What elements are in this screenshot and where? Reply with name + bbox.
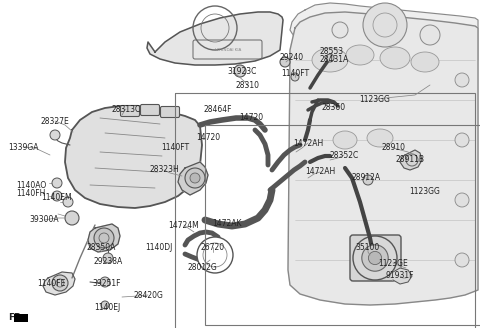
Text: 1140FE: 1140FE xyxy=(37,279,65,289)
Circle shape xyxy=(280,57,290,67)
Text: FR.: FR. xyxy=(8,313,24,321)
Text: 1123GG: 1123GG xyxy=(409,188,441,196)
Polygon shape xyxy=(178,162,208,195)
Circle shape xyxy=(455,253,469,267)
Text: 1140FT: 1140FT xyxy=(161,144,189,153)
Text: 14724M: 14724M xyxy=(168,220,199,230)
Text: 28910: 28910 xyxy=(381,144,405,153)
Text: 1123GG: 1123GG xyxy=(360,94,390,104)
Polygon shape xyxy=(290,3,478,78)
Text: 39300A: 39300A xyxy=(29,215,59,224)
Text: 28420G: 28420G xyxy=(133,291,163,299)
Text: 28310: 28310 xyxy=(236,81,260,91)
Circle shape xyxy=(100,277,110,287)
Text: 28323H: 28323H xyxy=(149,166,179,174)
Circle shape xyxy=(291,73,299,81)
Text: 1339GA: 1339GA xyxy=(8,142,38,152)
Text: 35100: 35100 xyxy=(356,243,380,253)
Text: 1140AO: 1140AO xyxy=(16,180,46,190)
Text: 14720: 14720 xyxy=(196,133,220,141)
Text: 31923C: 31923C xyxy=(228,67,257,75)
Circle shape xyxy=(369,251,382,265)
Text: 28012G: 28012G xyxy=(187,263,217,273)
Bar xyxy=(175,93,475,328)
Circle shape xyxy=(185,168,205,188)
Circle shape xyxy=(94,228,114,248)
Text: 91931F: 91931F xyxy=(386,272,414,280)
Text: 28912A: 28912A xyxy=(351,173,381,181)
Text: 1472AH: 1472AH xyxy=(305,168,335,176)
Text: 1472AK: 1472AK xyxy=(212,218,242,228)
Circle shape xyxy=(234,65,246,77)
FancyBboxPatch shape xyxy=(160,107,180,117)
Circle shape xyxy=(332,22,348,38)
Text: 14720: 14720 xyxy=(239,113,263,121)
Text: 26720: 26720 xyxy=(201,242,225,252)
Text: 28327E: 28327E xyxy=(41,116,70,126)
Text: 39251F: 39251F xyxy=(93,278,121,288)
Circle shape xyxy=(197,237,233,273)
Circle shape xyxy=(65,211,79,225)
Text: 28350A: 28350A xyxy=(86,242,116,252)
Text: 1472AH: 1472AH xyxy=(293,138,323,148)
Ellipse shape xyxy=(367,129,393,147)
Circle shape xyxy=(362,245,388,271)
Circle shape xyxy=(455,73,469,87)
Text: 28911B: 28911B xyxy=(396,155,424,165)
Circle shape xyxy=(52,178,62,188)
Ellipse shape xyxy=(411,52,439,72)
Text: 29240: 29240 xyxy=(280,52,304,62)
Ellipse shape xyxy=(346,45,374,65)
Circle shape xyxy=(52,275,68,291)
Polygon shape xyxy=(43,272,75,295)
Circle shape xyxy=(101,301,109,309)
Text: 28313C: 28313C xyxy=(111,105,141,113)
Text: 1140FH: 1140FH xyxy=(16,190,46,198)
FancyBboxPatch shape xyxy=(120,106,140,116)
Text: 1123GE: 1123GE xyxy=(378,258,408,268)
Text: 28352C: 28352C xyxy=(329,151,359,159)
Circle shape xyxy=(363,3,407,47)
Text: HYUNDAI KIA: HYUNDAI KIA xyxy=(215,48,241,52)
Polygon shape xyxy=(288,12,478,305)
Text: 29238A: 29238A xyxy=(94,256,122,265)
Ellipse shape xyxy=(333,131,357,149)
Text: 28464F: 28464F xyxy=(204,105,232,113)
Text: 28553: 28553 xyxy=(320,48,344,56)
Circle shape xyxy=(190,173,200,183)
Circle shape xyxy=(50,130,60,140)
Polygon shape xyxy=(393,268,412,284)
Circle shape xyxy=(353,236,397,280)
Ellipse shape xyxy=(380,47,410,69)
Ellipse shape xyxy=(312,48,348,72)
Text: 28360: 28360 xyxy=(322,102,346,112)
Polygon shape xyxy=(65,106,202,208)
Bar xyxy=(205,125,480,325)
Text: 1140EM: 1140EM xyxy=(42,193,72,201)
Polygon shape xyxy=(14,314,28,322)
Polygon shape xyxy=(88,224,120,252)
Circle shape xyxy=(420,25,440,45)
FancyBboxPatch shape xyxy=(141,105,159,115)
Polygon shape xyxy=(147,12,283,65)
Text: 1140FT: 1140FT xyxy=(281,70,309,78)
Text: 28431A: 28431A xyxy=(319,55,348,65)
Text: 1140DJ: 1140DJ xyxy=(145,243,173,253)
Circle shape xyxy=(63,197,73,207)
FancyBboxPatch shape xyxy=(350,235,401,281)
Circle shape xyxy=(103,253,113,263)
Circle shape xyxy=(326,54,334,62)
Polygon shape xyxy=(400,150,422,170)
Circle shape xyxy=(52,191,62,201)
Circle shape xyxy=(455,193,469,207)
Circle shape xyxy=(363,175,373,185)
Text: 1140EJ: 1140EJ xyxy=(94,302,120,312)
Circle shape xyxy=(455,133,469,147)
